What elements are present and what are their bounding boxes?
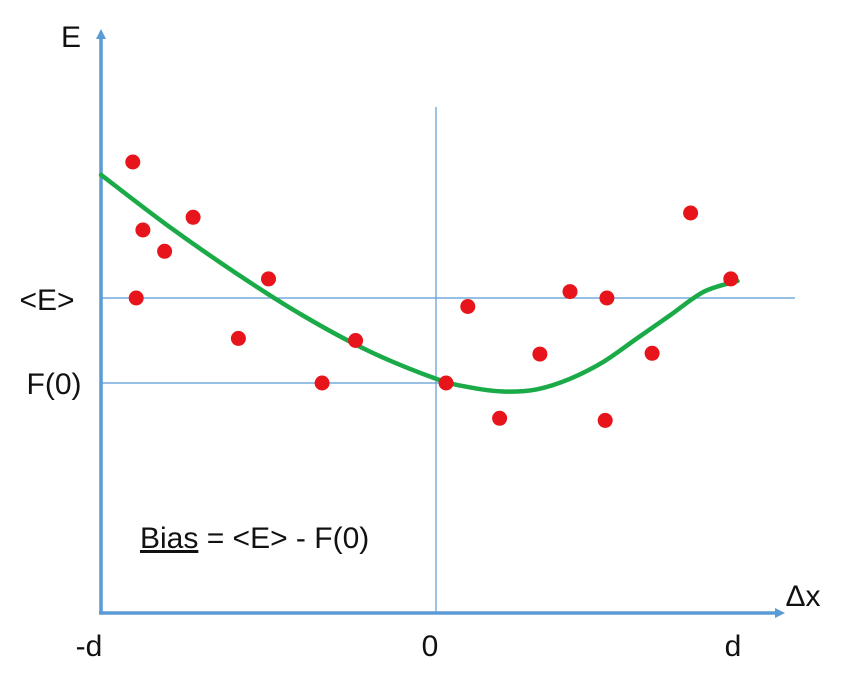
scatter-point [157, 243, 173, 259]
y-tick-label: F(0) [27, 368, 82, 401]
scatter-point [683, 205, 699, 221]
x-tick-label: -d [76, 630, 103, 663]
scatter-point [348, 333, 364, 348]
y-tick-label: <E> [19, 284, 74, 317]
bias-annotation: Bias = <E> - F(0) [140, 522, 369, 555]
bias-formula: = <E> - F(0) [198, 522, 369, 555]
scatter-point [532, 346, 548, 362]
scatter-point [562, 284, 578, 300]
scatter-point [128, 290, 144, 306]
axes [96, 29, 785, 618]
x-tick-label: 0 [422, 630, 439, 663]
scatter-points [125, 154, 739, 428]
reference-lines [101, 107, 795, 613]
scatter-point [438, 375, 454, 391]
scatter-point [492, 410, 508, 426]
scatter-point [723, 271, 739, 287]
fit-curve [98, 172, 740, 394]
scatter-point [230, 330, 246, 346]
scatter-point [125, 154, 141, 170]
bias-word: Bias [140, 522, 198, 555]
scatter-point [261, 271, 276, 287]
x-tick-label: d [725, 630, 742, 663]
scatter-point [185, 209, 201, 225]
scatter-point [314, 375, 330, 391]
x-axis-label: Δx [785, 580, 820, 613]
scatter-point [599, 290, 615, 306]
scatter-point [644, 345, 660, 361]
scatter-point [597, 412, 613, 428]
y-axis-label: E [61, 21, 81, 54]
scatter-point [135, 222, 151, 238]
scatter-point [460, 299, 476, 314]
